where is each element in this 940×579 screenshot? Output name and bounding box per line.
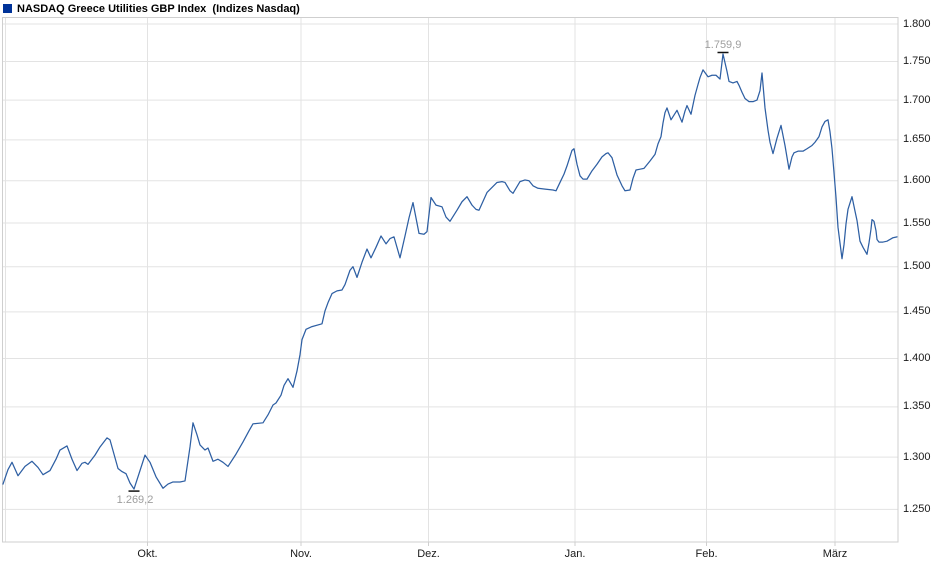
- legend-square-icon: [3, 4, 12, 13]
- plot-border: [2, 17, 899, 543]
- chart-header: NASDAQ Greece Utilities GBP Index (Indiz…: [3, 1, 300, 16]
- chart-title: NASDAQ Greece Utilities GBP Index (Indiz…: [17, 2, 300, 15]
- price-line: [2, 53, 898, 490]
